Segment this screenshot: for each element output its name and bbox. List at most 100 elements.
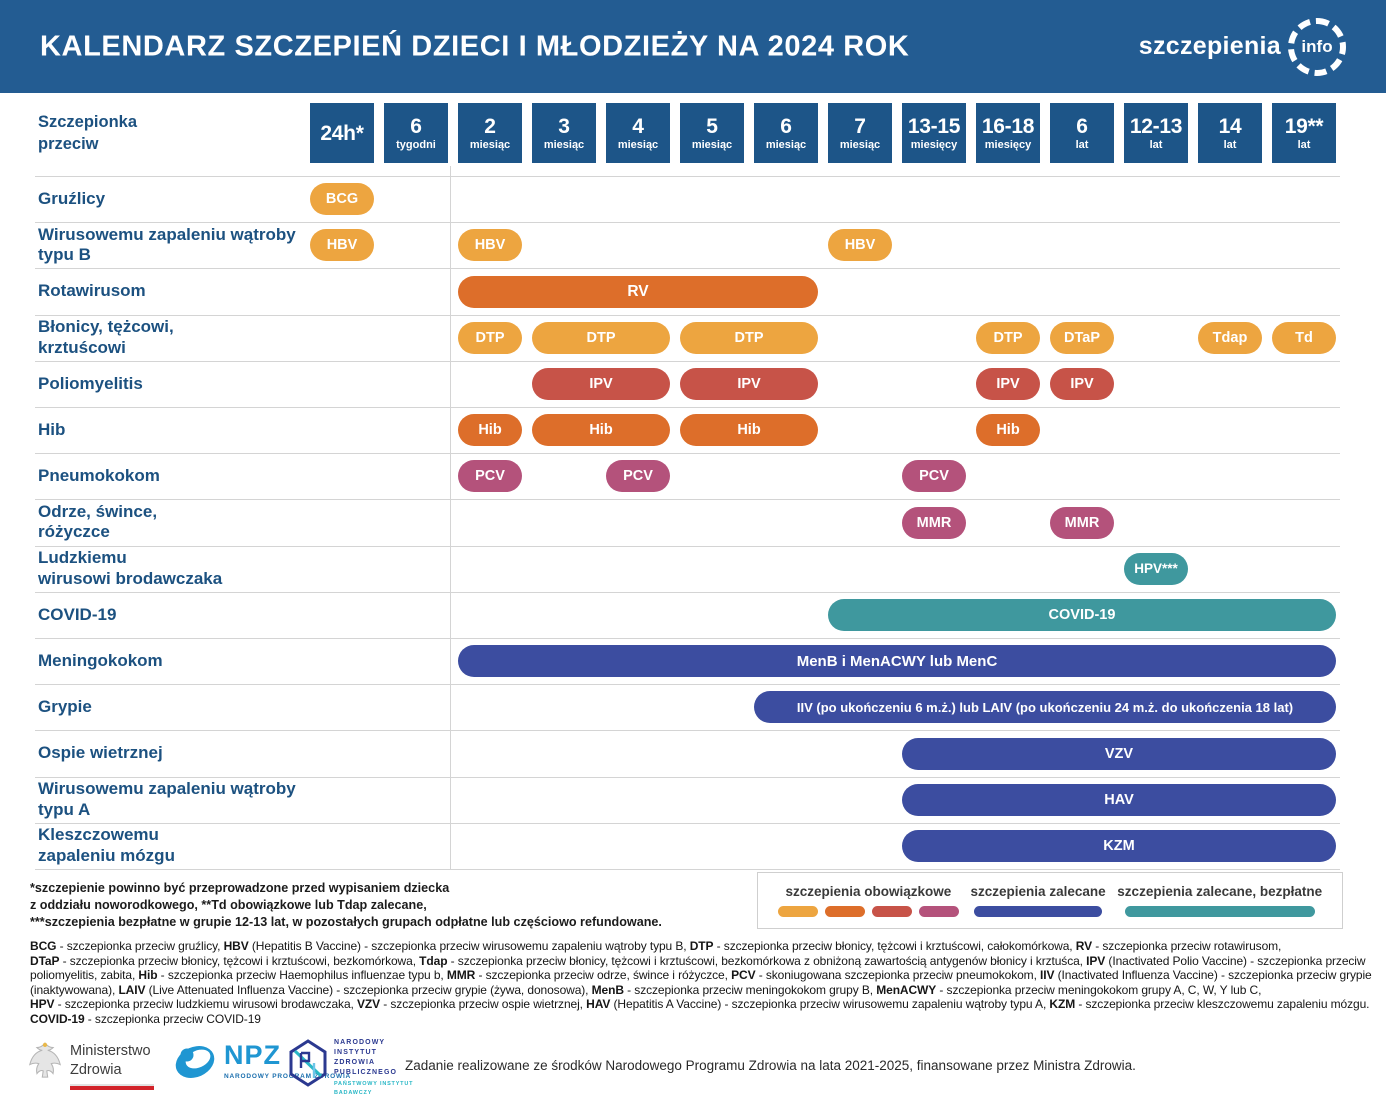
row-label: Pneumokokom — [38, 465, 160, 485]
row-separator — [35, 360, 1340, 362]
vaccine-pill: MenB i MenACWY lub MenC — [458, 645, 1336, 678]
column-header: 6 lat — [1050, 103, 1114, 163]
column-header: 6 miesiąc — [754, 103, 818, 163]
row-separator — [35, 545, 1340, 547]
definition-line: poliomyelitis, zabita, Hib - szczepionka… — [30, 968, 1372, 983]
column-header-unit: lat — [1149, 138, 1163, 151]
npz-logo: NPZ NARODOWY PROGRAM ZDROWIA — [172, 1042, 351, 1082]
ministry-of-health-logo: Ministerstwo Zdrowia — [28, 1040, 154, 1090]
nizp-subtitle-line: PAŃSTWOWY INSTYTUT — [334, 1080, 414, 1087]
vaccine-pill: PCV — [902, 460, 966, 493]
vaccine-pill: Hib — [976, 414, 1040, 447]
legend: szczepienia obowiązkowe szczepienia zalec… — [757, 872, 1343, 929]
orange-swatch — [824, 906, 865, 917]
row-separator — [35, 684, 1340, 686]
column-header-value: 14 — [1218, 114, 1242, 138]
row-separator — [35, 176, 1340, 177]
vaccine-pill: BCG — [310, 183, 374, 216]
vaccine-pill: Hib — [532, 414, 670, 447]
column-header-value: 4 — [632, 114, 644, 138]
nizp-name-line: ZDROWIA — [334, 1059, 376, 1067]
column-header-unit: miesiąc — [765, 138, 807, 151]
row-separator — [35, 730, 1340, 732]
vaccine-pill: MMR — [902, 506, 966, 539]
column-header-value: 24h* — [320, 121, 364, 145]
column-header-value: 16-18 — [981, 114, 1035, 138]
row-separator — [35, 407, 1340, 408]
pzh-monogram-icon — [289, 1039, 327, 1087]
nizp-name-line: PUBLICZNEGO — [334, 1069, 398, 1077]
column-header: 12-13 lat — [1124, 103, 1188, 163]
column-header-value: 3 — [558, 114, 570, 138]
legend-item: szczepienia zalecane, bezpłatne — [1117, 884, 1322, 917]
vaccine-pill: DTaP — [1050, 321, 1114, 354]
legend-swatches — [777, 906, 959, 917]
column-header-value: 6 — [1076, 114, 1088, 138]
footnotes: *szczepienie powinno być przeprowadzone … — [30, 880, 662, 931]
row-label: Gruźlicy — [38, 188, 106, 208]
column-header: 19** lat — [1272, 103, 1336, 163]
column-header: 5 miesiąc — [680, 103, 744, 163]
footnote-line: *szczepienie powinno być przeprowadzone … — [30, 881, 450, 895]
vaccine-pill: Hib — [458, 414, 522, 447]
brand-logo: szczepienia info — [1138, 17, 1346, 76]
vaccine-pill: HAV — [902, 783, 1336, 816]
column-header: 14 lat — [1198, 103, 1262, 163]
column-header: 6 tygodni — [384, 103, 448, 163]
row-label: Poliomyelitis — [38, 373, 143, 393]
info-badge-icon: info — [1288, 17, 1346, 76]
maroon-swatch — [918, 906, 959, 917]
vaccine-pill: Td — [1272, 321, 1336, 354]
row-separator — [35, 499, 1340, 501]
column-header-value: 7 — [854, 114, 866, 138]
row-label: Meningokokom — [38, 650, 163, 670]
npz-wordmark: NPZ — [224, 1040, 281, 1070]
npz-swoosh-icon — [175, 1046, 215, 1078]
vaccine-pill: MMR — [1050, 506, 1114, 539]
page-title: KALENDARZ SZCZEPIEŃ DZIECI I MŁODZIEŻY N… — [40, 30, 910, 62]
nizp-subtitle-line: BADAWCZY — [334, 1089, 373, 1096]
vaccine-pill: VZV — [902, 737, 1336, 770]
vaccine-pill: DTP — [680, 321, 818, 354]
vaccine-pill: Hib — [680, 414, 818, 447]
column-separator — [450, 166, 451, 869]
column-header: 7 miesiąc — [828, 103, 892, 163]
nizp-name: NARODOWY INSTYTUT ZDROWIA PUBLICZNEGO — [334, 1038, 413, 1079]
column-header-value: 2 — [484, 114, 496, 138]
vaccine-pill: DTP — [458, 321, 522, 354]
column-header-unit: lat — [1075, 138, 1089, 151]
column-header: 16-18 miesięcy — [976, 103, 1040, 163]
column-header: 24h* — [310, 103, 374, 163]
column-header: 13-15 miesięcy — [902, 103, 966, 163]
legend-swatches — [974, 906, 1103, 917]
vaccine-pill: HPV*** — [1124, 552, 1188, 585]
brand-text: szczepienia — [1138, 32, 1281, 60]
vaccine-pill: IPV — [976, 367, 1040, 400]
definition-line: BCG - szczepionka przeciw gruźlicy, HBV … — [30, 939, 1282, 953]
row-label: Błonicy, tężcowi, krztuścowi — [38, 316, 174, 357]
row-label: Ospie wietrznej — [38, 743, 163, 763]
blue-swatch — [974, 906, 1103, 917]
amber-swatch — [777, 906, 818, 917]
row-separator — [35, 314, 1340, 316]
vaccine-pill: HBV — [310, 229, 374, 262]
row-label: Rotawirusom — [38, 281, 146, 301]
column-header-value: 5 — [706, 114, 718, 138]
definitions: BCG - szczepionka przeciw gruźlicy, HBV … — [30, 939, 1372, 1026]
column-header-unit: miesięcy — [910, 138, 958, 151]
definition-line: HPV - szczepionka przeciw ludzkiemu wiru… — [30, 997, 1370, 1012]
row-label: COVID-19 — [38, 604, 117, 624]
column-header: 4 miesiąc — [606, 103, 670, 163]
footnote-line: z oddziału noworodkowego, **Td obowiązko… — [30, 898, 427, 912]
row-separator — [35, 869, 1340, 870]
vaccine-pill: IIV (po ukończeniu 6 m.ż.) lub LAIV (po … — [754, 691, 1336, 724]
vaccine-pill: KZM — [902, 829, 1336, 862]
nizp-logo: NARODOWY INSTYTUT ZDROWIA PUBLICZNEGO PAŃST… — [288, 1038, 413, 1097]
vaccine-pill: HBV — [828, 229, 892, 262]
row-separator — [35, 638, 1340, 639]
row-separator — [35, 268, 1340, 270]
red-swatch — [871, 906, 912, 917]
eagle-emblem-icon — [28, 1042, 62, 1078]
vaccine-pill: PCV — [458, 460, 522, 493]
